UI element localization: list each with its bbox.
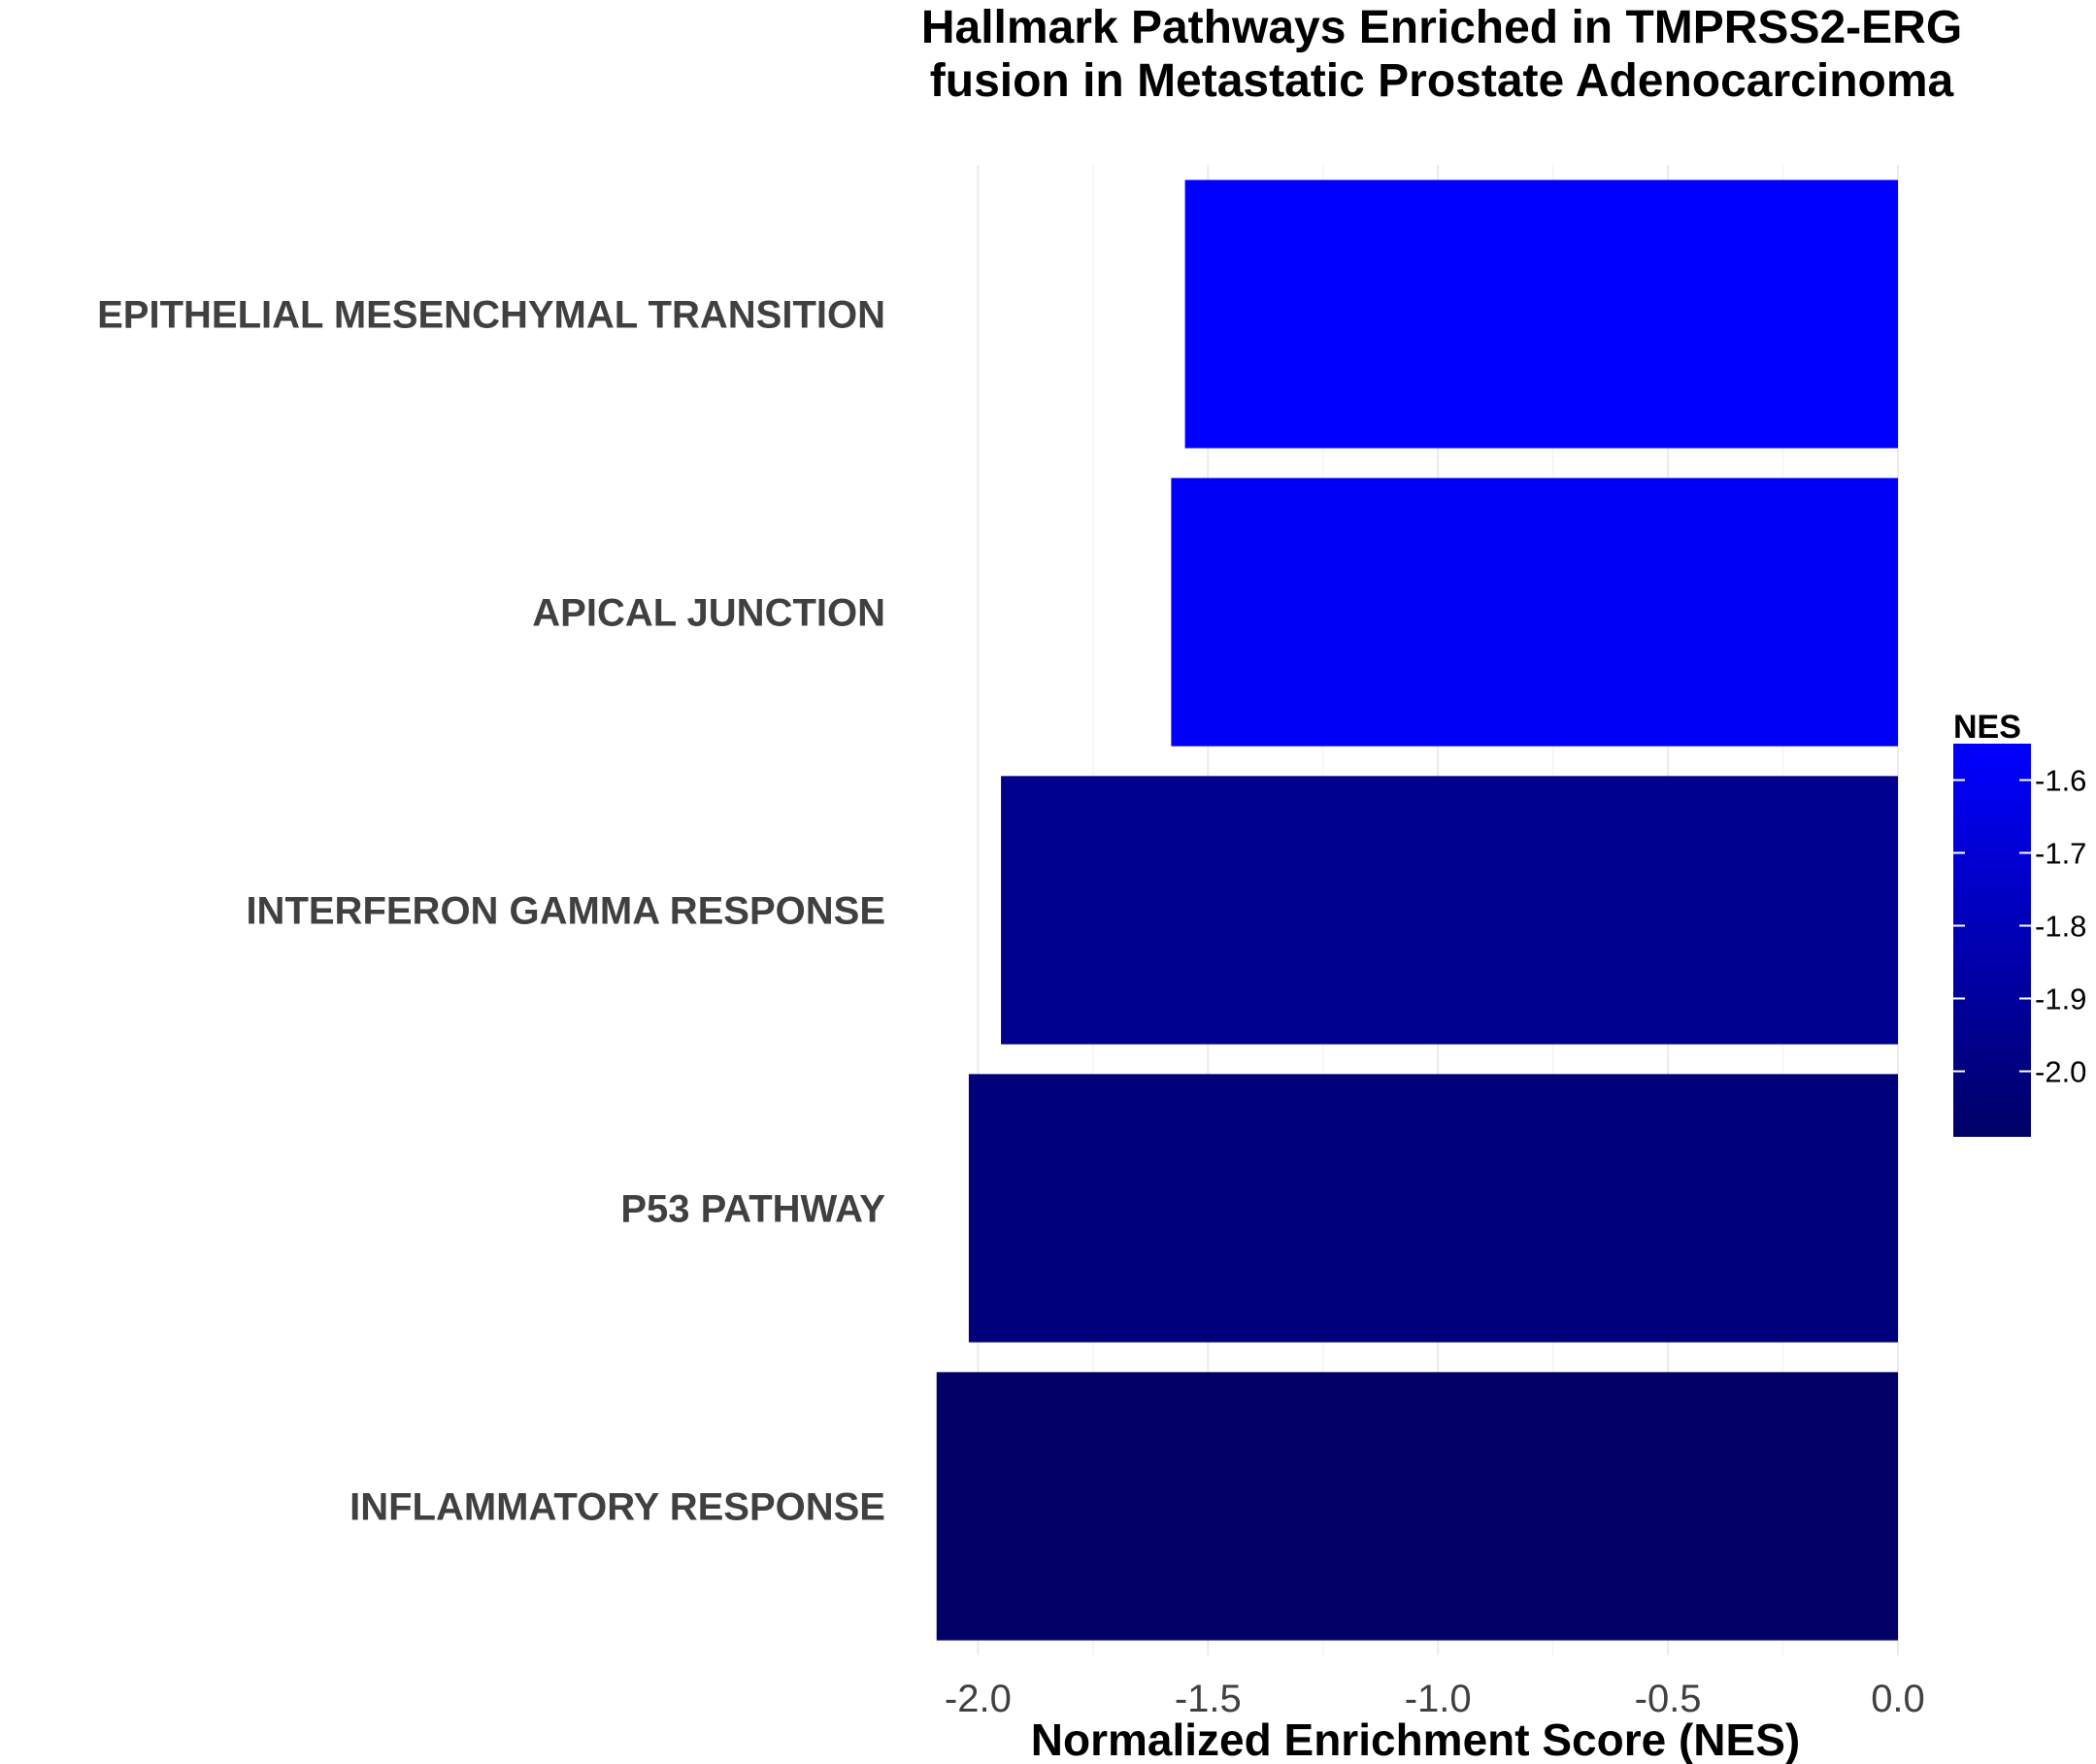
- chart-title-line-2: fusion in Metastatic Prostate Adenocarci…: [930, 55, 1954, 107]
- category-label-1: EPITHELIAL MESENCHYMAL TRANSITION: [97, 294, 885, 337]
- color-legend: NES -1.6 -1.7 -1.8 -1.9 -2.0: [1953, 709, 2086, 1137]
- category-label-4: P53 PATHWAY: [620, 1188, 885, 1231]
- bar-2: [1171, 478, 1898, 747]
- x-tick-label: 0.0: [1871, 1678, 1925, 1720]
- legend-tick-label: -1.8: [2035, 910, 2086, 944]
- category-label-5: INFLAMMATORY RESPONSE: [349, 1486, 885, 1529]
- category-label-2: APICAL JUNCTION: [532, 592, 885, 635]
- chart-title-line-1: Hallmark Pathways Enriched in TMPRSS2-ER…: [921, 2, 1962, 53]
- bar-3: [1001, 776, 1898, 1045]
- x-tick-label: -1.5: [1175, 1678, 1242, 1720]
- x-tick-label: -2.0: [945, 1678, 1012, 1720]
- legend-colorbar: [1953, 744, 2031, 1137]
- legend-title: NES: [1953, 709, 2021, 746]
- category-labels: EPITHELIAL MESENCHYMAL TRANSITION APICAL …: [97, 294, 885, 1529]
- legend-tick-label: -1.7: [2035, 837, 2086, 871]
- category-label-3: INTERFERON GAMMA RESPONSE: [246, 890, 885, 933]
- legend-tick-label: -2.0: [2035, 1055, 2086, 1089]
- bar-5: [936, 1372, 1898, 1641]
- legend-tick-label: -1.9: [2035, 982, 2086, 1016]
- x-axis-ticks: -2.0 -1.5 -1.0 -0.5 0.0: [945, 1678, 1925, 1720]
- bar-4: [968, 1074, 1898, 1343]
- bars: [936, 180, 1898, 1641]
- legend-tick-label: -1.6: [2035, 764, 2086, 798]
- x-tick-label: -1.0: [1405, 1678, 1472, 1720]
- x-axis-title: Normalized Enrichment Score (NES): [1031, 1714, 1800, 1764]
- x-tick-label: -0.5: [1635, 1678, 1702, 1720]
- bar-1: [1184, 180, 1898, 449]
